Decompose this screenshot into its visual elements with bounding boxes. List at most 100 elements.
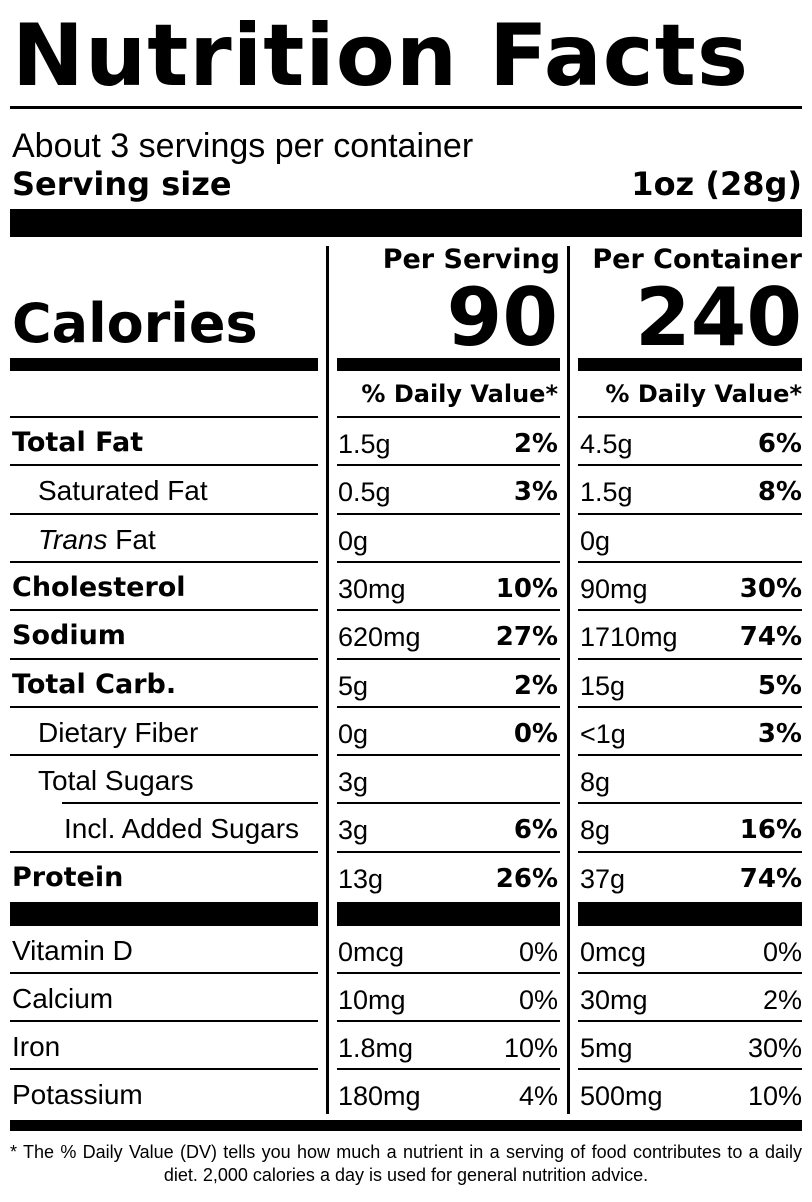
nutrient-row: Incl. Added Sugars 3g 6% 8g 16%: [0, 804, 812, 852]
nutrient-row-divider: [337, 851, 560, 853]
calories-bar-2: [337, 358, 560, 371]
nutrient-name: Total Carb.: [12, 669, 177, 700]
nutrient-row-divider: [337, 802, 560, 804]
vitamin-name: Iron: [12, 1031, 61, 1062]
nutrient-name: Total Fat: [12, 427, 144, 458]
servings-per-container: About 3 servings per container: [12, 127, 474, 165]
serving-amount: 5g: [338, 671, 369, 701]
nutrient-row-divider: [578, 851, 802, 853]
vitamin-row-divider: [337, 1020, 560, 1022]
serving-daily-value: 26%: [495, 864, 558, 894]
nutrient-row-divider: [578, 609, 802, 611]
per-container-header: Per Container: [592, 244, 802, 275]
vitamin-bar-2: [337, 902, 560, 926]
nutrient-name: Saturated Fat: [38, 475, 208, 506]
nutrient-name: Sodium: [12, 620, 126, 651]
calories-bar-3: [578, 358, 802, 371]
container-amount: 0g: [580, 526, 611, 556]
calories-bar-1: [10, 358, 318, 371]
nutrient-row-divider: [578, 416, 802, 418]
nutrient-row-divider: [578, 561, 802, 563]
serving-daily-value: 2%: [513, 429, 558, 459]
calories-label: Calories: [12, 292, 258, 355]
serving-amount: 180mg: [338, 1081, 421, 1111]
serving-amount: 1.8mg: [338, 1033, 414, 1063]
nutrient-name: Total Sugars: [38, 765, 194, 796]
serving-size-label: Serving size: [12, 165, 232, 203]
container-daily-value: 5%: [757, 671, 802, 701]
nutrient-row-divider: [10, 609, 318, 611]
container-daily-value: 16%: [739, 815, 802, 845]
serving-amount: 3g: [338, 815, 369, 845]
nutrient-row: Protein 13g 26% 37g 74%: [0, 853, 812, 901]
serving-daily-value: 10%: [495, 574, 558, 604]
container-daily-value: 8%: [757, 477, 802, 507]
serving-daily-value: 10%: [503, 1033, 558, 1063]
serving-amount: 1.5g: [338, 429, 391, 459]
nutrient-row-divider: [337, 609, 560, 611]
container-amount: 0mcg: [580, 937, 647, 967]
serving-daily-value: 6%: [513, 815, 558, 845]
nutrient-name: Cholesterol: [12, 572, 186, 603]
nutrient-row-divider: [337, 754, 560, 756]
nutrient-row: Dietary Fiber 0g 0% <1g 3%: [0, 708, 812, 756]
title-divider: [10, 106, 802, 109]
nutrient-row-divider: [337, 513, 560, 515]
container-daily-value: 30%: [739, 574, 802, 604]
container-amount: 500mg: [580, 1081, 663, 1111]
vitamin-row-divider: [578, 972, 802, 974]
serving-amount: 10mg: [338, 985, 406, 1015]
nutrient-row-divider: [578, 513, 802, 515]
nutrient-row-divider: [10, 513, 318, 515]
vitamin-row-divider: [337, 972, 560, 974]
vitamin-row: Calcium 10mg 0% 30mg 2%: [0, 974, 812, 1022]
serving-amount: 0.5g: [338, 477, 391, 507]
serving-amount: 3g: [338, 767, 369, 797]
serving-daily-value: 2%: [513, 671, 558, 701]
nutrient-row-divider: [10, 754, 318, 756]
container-daily-value: 3%: [757, 719, 802, 749]
vitamin-row: Vitamin D 0mcg 0% 0mcg 0%: [0, 926, 812, 974]
serving-amount: 13g: [338, 864, 384, 894]
vitamin-row-divider: [10, 972, 318, 974]
nutrient-row-divider: [10, 706, 318, 708]
per-serving-header: Per Serving: [382, 244, 560, 275]
nutrient-row-divider: [337, 416, 560, 418]
nutrient-row: Total Sugars 3g 8g: [0, 756, 812, 804]
vitamin-row-divider: [10, 1020, 318, 1022]
vitamin-row: Iron 1.8mg 10% 5mg 30%: [0, 1022, 812, 1070]
column-divider-1: [326, 246, 329, 1114]
container-daily-value: 6%: [757, 429, 802, 459]
vitamin-name: Potassium: [12, 1079, 143, 1110]
nutrient-row: Sodium 620mg 27% 1710mg 74%: [0, 611, 812, 659]
nutrient-row-divider: [337, 706, 560, 708]
nutrient-name: Trans Fat: [38, 515, 156, 563]
daily-value-header-container: % Daily Value*: [605, 380, 802, 408]
container-daily-value: 2%: [762, 985, 802, 1015]
serving-daily-value: 27%: [495, 622, 558, 652]
nutrient-row: Total Fat 1.5g 2% 4.5g 6%: [0, 418, 812, 466]
nutrient-name: Dietary Fiber: [38, 717, 199, 748]
vitamin-bar-3: [578, 902, 802, 926]
vitamin-bar-1: [10, 902, 318, 926]
nutrient-row: Saturated Fat 0.5g 3% 1.5g 8%: [0, 466, 812, 514]
nutrient-name-rest: Fat: [107, 524, 156, 555]
container-daily-value: 0%: [762, 937, 802, 967]
nutrient-row-divider: [578, 464, 802, 466]
container-daily-value: 10%: [747, 1081, 802, 1111]
vitamin-row: Potassium 180mg 4% 500mg 10%: [0, 1070, 812, 1118]
label-title: Nutrition Facts: [12, 6, 750, 106]
serving-amount: 0g: [338, 526, 369, 556]
nutrient-row-divider: [10, 561, 318, 563]
vitamin-row-divider: [578, 1020, 802, 1022]
container-amount: 8g: [580, 815, 611, 845]
nutrient-row-divider: [578, 754, 802, 756]
container-amount: 37g: [580, 864, 626, 894]
serving-amount: 0g: [338, 719, 369, 749]
nutrient-name: Incl. Added Sugars: [64, 813, 300, 844]
serving-daily-value: 0%: [518, 937, 558, 967]
nutrient-row-divider: [10, 416, 318, 418]
nutrient-name-italic: Trans: [38, 524, 108, 555]
nutrient-name: Protein: [12, 862, 124, 893]
nutrient-row-divider: [578, 658, 802, 660]
